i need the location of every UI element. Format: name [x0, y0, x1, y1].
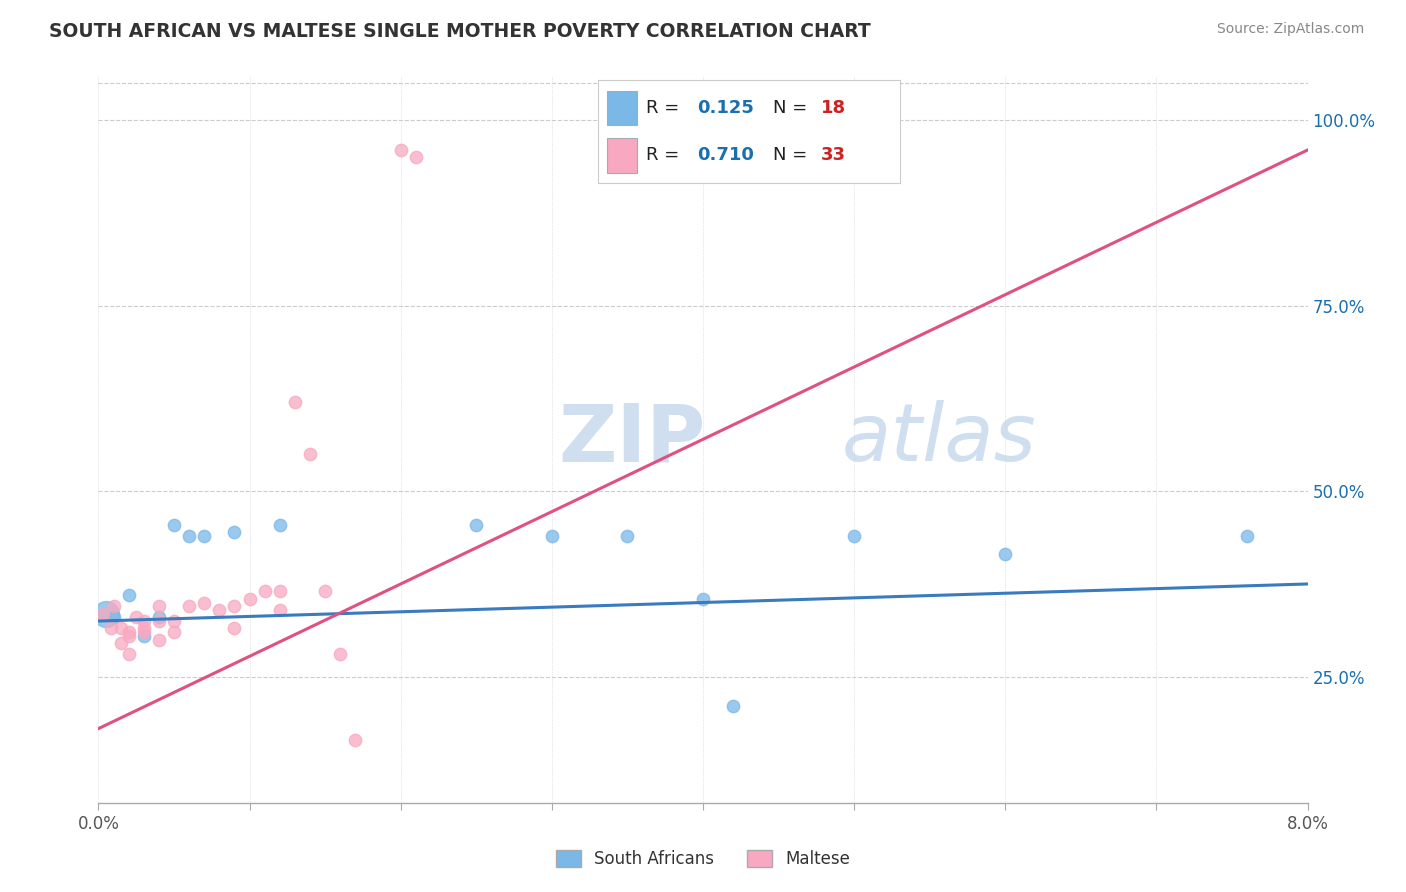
- Point: [193, 529, 215, 543]
- Text: Source: ZipAtlas.com: Source: ZipAtlas.com: [1216, 22, 1364, 37]
- Point: [405, 150, 427, 164]
- Point: [148, 632, 170, 647]
- Point: [465, 517, 488, 532]
- Point: [616, 529, 638, 543]
- Point: [692, 591, 714, 606]
- Point: [163, 625, 186, 640]
- Point: [844, 529, 866, 543]
- Point: [118, 625, 141, 640]
- Point: [118, 629, 141, 643]
- Point: [723, 699, 745, 714]
- Point: [179, 599, 201, 614]
- Point: [284, 395, 307, 409]
- Point: [132, 625, 155, 640]
- Text: 0.710: 0.710: [697, 146, 754, 164]
- Point: [148, 610, 170, 624]
- Text: N =: N =: [773, 146, 813, 164]
- Point: [148, 614, 170, 628]
- Point: [148, 599, 170, 614]
- Text: 18: 18: [821, 99, 846, 117]
- Legend: South Africans, Maltese: South Africans, Maltese: [548, 843, 858, 874]
- Point: [118, 588, 141, 602]
- Point: [132, 614, 155, 628]
- Bar: [606, 91, 637, 126]
- Point: [389, 143, 412, 157]
- Point: [103, 610, 125, 624]
- Point: [344, 732, 367, 747]
- Text: 33: 33: [821, 146, 846, 164]
- Point: [118, 648, 141, 662]
- Point: [91, 607, 114, 621]
- Text: ZIP: ZIP: [558, 401, 706, 478]
- Point: [224, 524, 246, 539]
- Point: [94, 607, 117, 621]
- Point: [540, 529, 562, 543]
- Text: SOUTH AFRICAN VS MALTESE SINGLE MOTHER POVERTY CORRELATION CHART: SOUTH AFRICAN VS MALTESE SINGLE MOTHER P…: [49, 22, 870, 41]
- Point: [1236, 529, 1258, 543]
- Point: [163, 614, 186, 628]
- Point: [239, 591, 262, 606]
- Text: 0.125: 0.125: [697, 99, 754, 117]
- Text: atlas: atlas: [842, 401, 1036, 478]
- Point: [253, 584, 276, 599]
- Point: [110, 622, 132, 636]
- Text: R =: R =: [645, 99, 685, 117]
- Point: [179, 529, 201, 543]
- Text: R =: R =: [645, 146, 685, 164]
- Point: [132, 629, 155, 643]
- Point: [269, 603, 291, 617]
- Point: [224, 622, 246, 636]
- Point: [269, 517, 291, 532]
- Point: [132, 622, 155, 636]
- Point: [163, 517, 186, 532]
- Point: [269, 584, 291, 599]
- Point: [994, 547, 1017, 561]
- Point: [314, 584, 336, 599]
- Point: [103, 599, 125, 614]
- Point: [329, 648, 352, 662]
- Point: [125, 610, 148, 624]
- Point: [224, 599, 246, 614]
- Point: [100, 622, 122, 636]
- Point: [110, 636, 132, 650]
- Point: [208, 603, 231, 617]
- Bar: [606, 137, 637, 173]
- Text: N =: N =: [773, 99, 813, 117]
- Point: [193, 595, 215, 609]
- Point: [299, 447, 322, 461]
